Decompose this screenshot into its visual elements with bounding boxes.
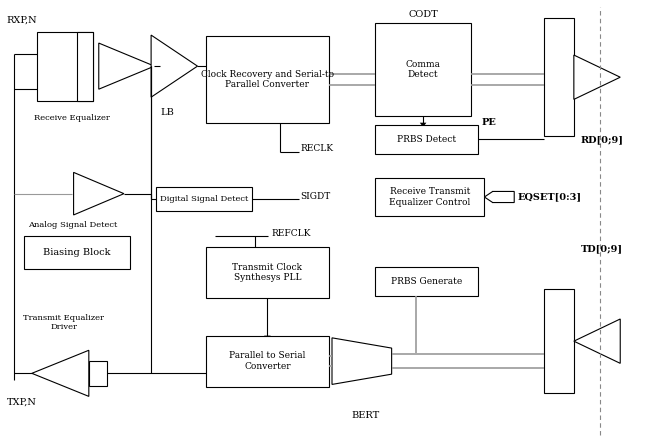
Text: CODT: CODT bbox=[408, 9, 438, 19]
Text: Parallel to Serial
Converter: Parallel to Serial Converter bbox=[229, 352, 305, 371]
Bar bbox=[544, 289, 574, 393]
Text: RECLK: RECLK bbox=[300, 144, 333, 153]
Polygon shape bbox=[151, 35, 197, 97]
Polygon shape bbox=[420, 123, 426, 127]
Polygon shape bbox=[574, 319, 620, 364]
Bar bbox=[544, 18, 574, 136]
Bar bbox=[375, 23, 471, 116]
Polygon shape bbox=[574, 55, 620, 99]
Text: BERT: BERT bbox=[351, 411, 379, 420]
Polygon shape bbox=[74, 172, 124, 215]
Text: EQSET[0:3]: EQSET[0:3] bbox=[517, 193, 582, 202]
Polygon shape bbox=[32, 350, 89, 396]
Text: PRBS Detect: PRBS Detect bbox=[397, 135, 456, 144]
Polygon shape bbox=[332, 338, 392, 384]
Text: PRBS Generate: PRBS Generate bbox=[391, 277, 462, 286]
Bar bbox=[375, 267, 478, 295]
Text: Clock Recovery and Serial-to
Parallel Converter: Clock Recovery and Serial-to Parallel Co… bbox=[201, 70, 334, 89]
Polygon shape bbox=[99, 43, 155, 89]
Bar bbox=[206, 247, 329, 298]
Text: REFCLK: REFCLK bbox=[272, 229, 311, 238]
Polygon shape bbox=[485, 191, 514, 203]
Bar bbox=[89, 361, 108, 385]
Text: LB: LB bbox=[161, 108, 175, 117]
Bar bbox=[375, 178, 485, 216]
Bar bbox=[77, 32, 94, 101]
Bar bbox=[24, 236, 130, 269]
Text: Receive Transmit
Equalizer Control: Receive Transmit Equalizer Control bbox=[389, 187, 470, 206]
Text: Transmit Equalizer
Driver: Transmit Equalizer Driver bbox=[23, 314, 104, 331]
Text: Transmit Clock
Synthesys PLL: Transmit Clock Synthesys PLL bbox=[232, 263, 302, 282]
Text: RD[0;9]: RD[0;9] bbox=[580, 135, 623, 144]
Bar bbox=[157, 187, 252, 211]
Text: Receive Equalizer: Receive Equalizer bbox=[34, 114, 110, 122]
Text: Comma
Detect: Comma Detect bbox=[406, 60, 441, 79]
Text: TD[0;9]: TD[0;9] bbox=[580, 245, 623, 254]
Text: Biasing Block: Biasing Block bbox=[43, 248, 111, 257]
Text: SIGDT: SIGDT bbox=[300, 193, 331, 202]
Bar bbox=[206, 36, 329, 123]
Bar bbox=[37, 32, 94, 101]
Polygon shape bbox=[206, 371, 212, 376]
Text: Analog Signal Detect: Analog Signal Detect bbox=[28, 221, 117, 229]
Text: Digital Signal Detect: Digital Signal Detect bbox=[160, 195, 248, 203]
Polygon shape bbox=[264, 336, 271, 340]
Text: TXP,N: TXP,N bbox=[7, 398, 37, 407]
Text: PE: PE bbox=[481, 118, 496, 127]
Text: RXP,N: RXP,N bbox=[6, 16, 37, 25]
Bar bbox=[375, 125, 478, 154]
Polygon shape bbox=[206, 64, 212, 69]
Bar bbox=[206, 336, 329, 387]
